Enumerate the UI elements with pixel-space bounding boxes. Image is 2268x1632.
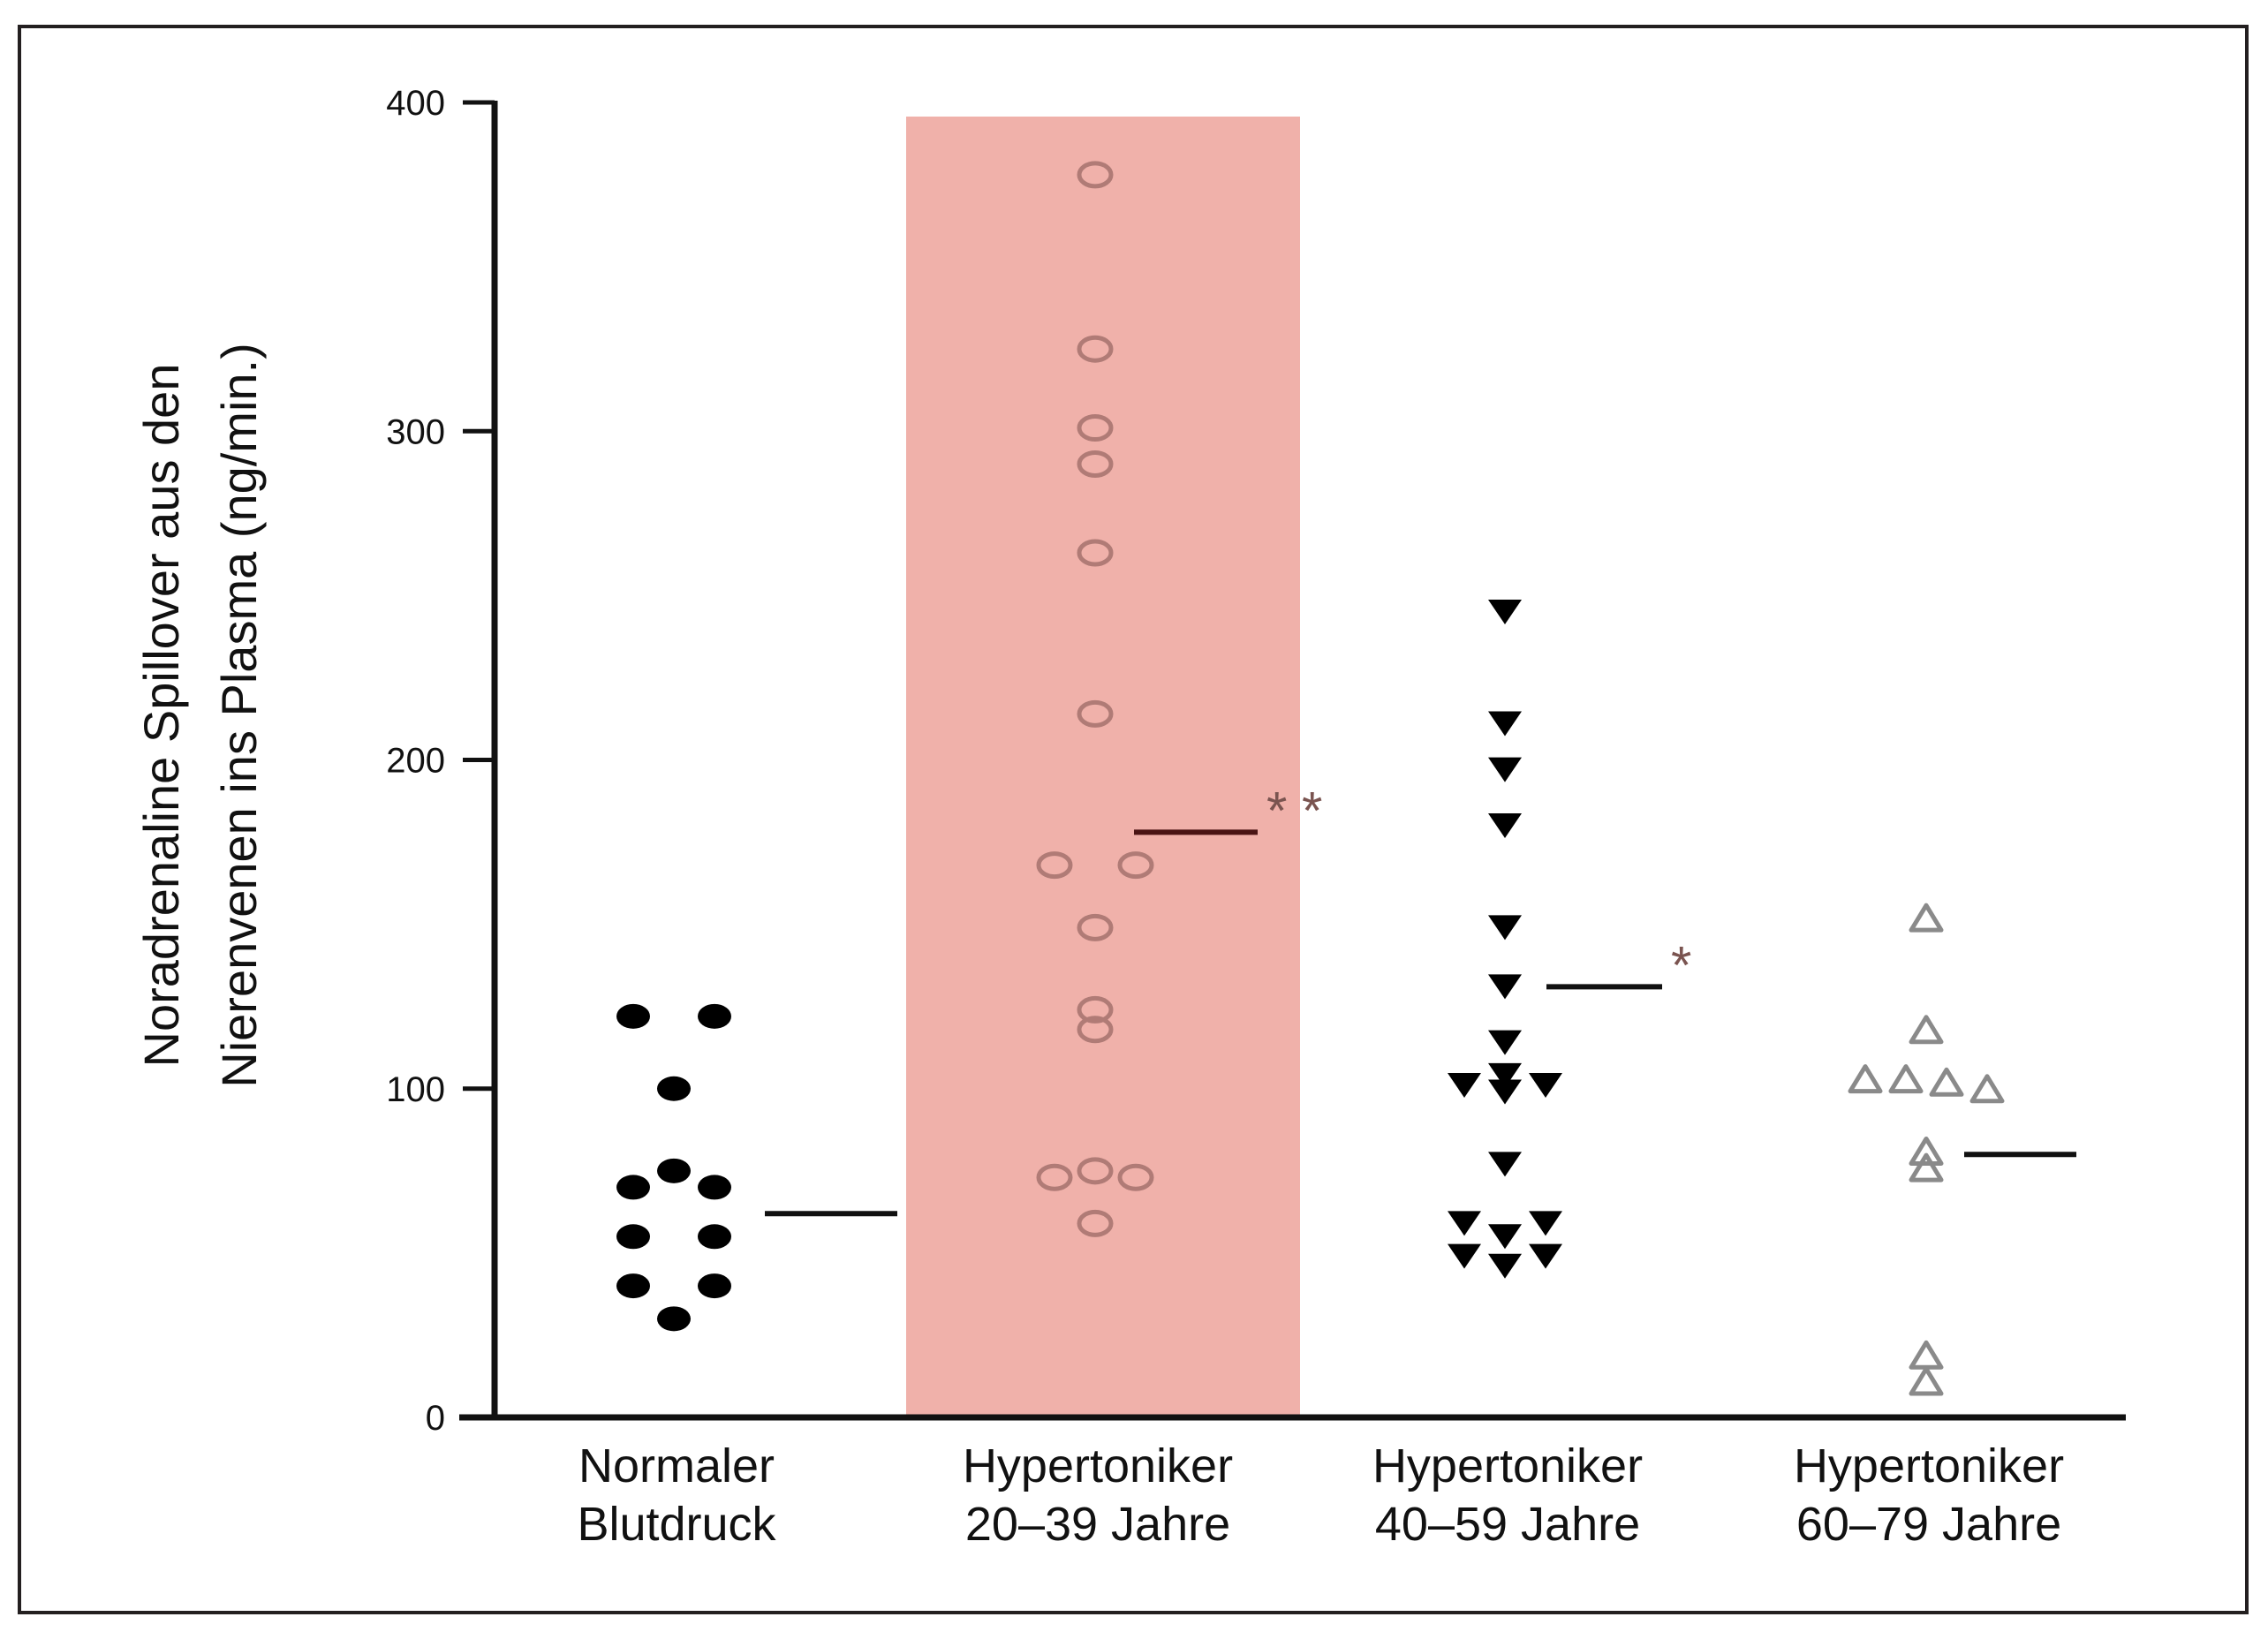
category-label-2-line-2: 20–39 Jahre: [965, 1498, 1230, 1551]
data-point: [1488, 1062, 1522, 1088]
category-label-1-line-1: Normaler: [578, 1439, 775, 1492]
data-point: [1488, 812, 1522, 838]
data-point: [1529, 1211, 1562, 1236]
series-2: [1036, 161, 1258, 1237]
data-point: [1077, 1209, 1114, 1237]
data-point: [657, 1076, 691, 1101]
data-point: [1488, 1253, 1522, 1279]
data-point: [1488, 757, 1522, 782]
data-point: [1077, 161, 1114, 189]
data-point: [1909, 1366, 1944, 1396]
series-4: [1848, 903, 2076, 1396]
category-label-4-line-1: Hypertoniker: [1794, 1439, 2064, 1492]
data-point: [616, 1224, 650, 1250]
category-label-3-line-1: Hypertoniker: [1372, 1439, 1643, 1492]
data-point: [657, 1158, 691, 1183]
category-label-4: Hypertoniker 60–79 Jahre: [1794, 1439, 2064, 1551]
data-point: [1117, 851, 1154, 880]
figure-frame: 0 100 200 300 400 Noradrenaline Spillover aus…: [18, 25, 2249, 1614]
data-point: [1077, 1016, 1114, 1044]
data-point: [1488, 1030, 1522, 1055]
data-point: [1077, 450, 1114, 478]
scatter-chart: 0 100 200 300 400 Noradrenaline Spillover aus…: [133, 84, 2126, 1551]
category-label-3: Hypertoniker 40–59 Jahre: [1372, 1439, 1643, 1551]
data-point: [1448, 1243, 1481, 1269]
y-axis-title-line-1: Noradrenaline Spillover aus den: [133, 364, 189, 1068]
data-point: [1488, 599, 1522, 624]
y-tick-label-400: 400: [386, 84, 445, 123]
data-point: [1909, 1152, 1944, 1182]
data-point: [1036, 851, 1073, 880]
data-point: [616, 1003, 650, 1029]
y-axis-title: Noradrenaline Spillover aus den Nierenven…: [133, 343, 267, 1087]
data-point: [698, 1224, 731, 1250]
data-point: [1488, 915, 1522, 941]
data-point: [1969, 1074, 2005, 1104]
highlight-band: [906, 117, 1300, 1417]
data-point: [1529, 1073, 1562, 1099]
y-tick-label-0: 0: [426, 1399, 445, 1438]
data-point: [698, 1003, 731, 1029]
data-point: [698, 1175, 731, 1200]
y-tick-label-100: 100: [386, 1070, 445, 1109]
data-point: [1077, 335, 1114, 363]
category-label-3-line-2: 40–59 Jahre: [1375, 1498, 1640, 1551]
data-point: [1448, 1073, 1481, 1099]
data-point: [657, 1306, 691, 1332]
data-point: [1077, 414, 1114, 442]
category-label-2-line-1: Hypertoniker: [963, 1439, 1233, 1492]
data-point: [1909, 903, 1944, 933]
y-tick-label-300: 300: [386, 412, 445, 451]
category-label-4-line-2: 60–79 Jahre: [1796, 1498, 2061, 1551]
y-tick-label-200: 200: [386, 742, 445, 781]
data-point: [1909, 1340, 1944, 1370]
data-point: [1488, 1152, 1522, 1177]
data-point: [1117, 1163, 1154, 1191]
data-point: [1888, 1064, 1924, 1094]
data-point: [616, 1175, 650, 1200]
data-point: [1488, 974, 1522, 1000]
category-label-2: Hypertoniker 20–39 Jahre: [963, 1439, 1233, 1551]
y-axis-title-line-2: Nierenvenen ins Plasma (ng/min.): [211, 343, 267, 1087]
category-label-1-line-2: Blutdruck: [577, 1498, 776, 1551]
data-point: [1929, 1067, 1964, 1097]
data-point: [1077, 539, 1114, 567]
data-point: [1488, 711, 1522, 737]
data-point: [1909, 1136, 1944, 1166]
category-label-1: Normaler Blutdruck: [577, 1439, 776, 1551]
data-point: [1488, 1224, 1522, 1250]
series-3: [1448, 599, 1662, 1279]
data-point: [1077, 1157, 1114, 1185]
data-point: [1077, 913, 1114, 941]
data-point: [1529, 1243, 1562, 1269]
data-point: [1448, 1211, 1481, 1236]
series-1: [616, 1003, 897, 1332]
data-point: [698, 1273, 731, 1299]
data-point: [1848, 1064, 1883, 1094]
data-point: [1077, 995, 1114, 1024]
significance-marker-2: * *: [1266, 781, 1322, 840]
data-point: [1488, 1079, 1522, 1105]
data-point: [1036, 1163, 1073, 1191]
data-point: [616, 1273, 650, 1299]
significance-marker-3: *: [1671, 935, 1691, 994]
data-point: [1077, 699, 1114, 728]
data-point: [1909, 1015, 1944, 1045]
